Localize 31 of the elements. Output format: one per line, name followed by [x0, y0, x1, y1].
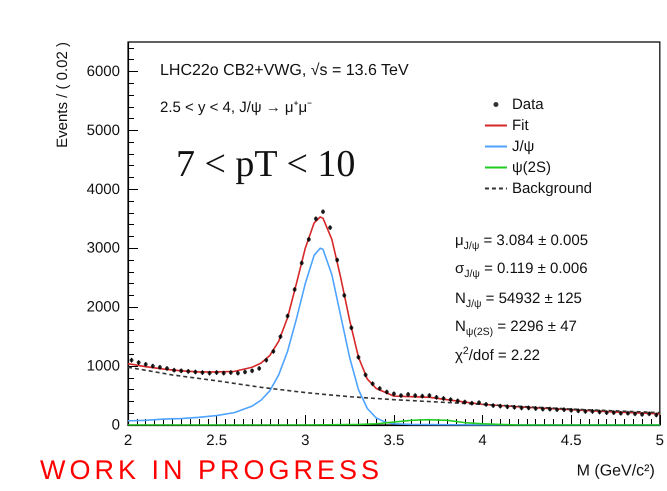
annotation: N$_{ψ(2S)}$ = 2296 ± 47: [455, 318, 577, 338]
annotation: 2.5 < y < 4, J/ψ → μ⁺μ⁻: [160, 98, 312, 116]
y-axis-title: Events / ( 0.02 ): [54, 42, 71, 148]
legend-label: J/ψ: [512, 138, 534, 155]
annotation: χ$^{2}$/dof = 2.22: [455, 345, 540, 364]
y-tick-label: 5000: [86, 122, 120, 139]
y-tick-label: 2000: [86, 298, 120, 316]
x-axis-title: M (GeV/c²): [576, 462, 655, 480]
annotation: μ$_{J/ψ}$ = 3.084 ± 0.005: [455, 232, 588, 252]
y-tick-label: 3000: [86, 240, 120, 257]
annotation: N$_{J/ψ}$ = 54932 ± 125: [455, 290, 582, 310]
legend-label: ψ(2S): [512, 159, 551, 176]
y-tick-label: 4000: [86, 180, 120, 198]
x-tick-label: 3: [301, 432, 310, 449]
y-tick-label: 0: [112, 416, 120, 434]
text: WORK IN PROGRESS: [40, 455, 384, 486]
x-tick-label: 3.5: [383, 432, 404, 449]
y-tick-label: 6000: [86, 62, 120, 80]
line-series: [127, 366, 661, 414]
annotation: σ$_{J/ψ}$ = 0.119 ± 0.006: [455, 260, 588, 280]
x-tick-label: 4.5: [560, 432, 582, 449]
y-tick-label: 1000: [86, 358, 120, 375]
annotation: 7 < pT < 10: [176, 142, 356, 186]
x-tick-label: 2.5: [206, 432, 228, 449]
x-tick-label: 4: [478, 432, 487, 449]
x-tick-label: 5: [656, 432, 664, 449]
legend-label: Fit: [512, 117, 530, 134]
legend-label: Background: [512, 180, 592, 197]
annotation: LHC22o CB2+VWG, √s = 13.6 TeV: [160, 62, 409, 80]
legend-label: Data: [512, 96, 544, 113]
x-tick-label: 2: [124, 432, 132, 449]
